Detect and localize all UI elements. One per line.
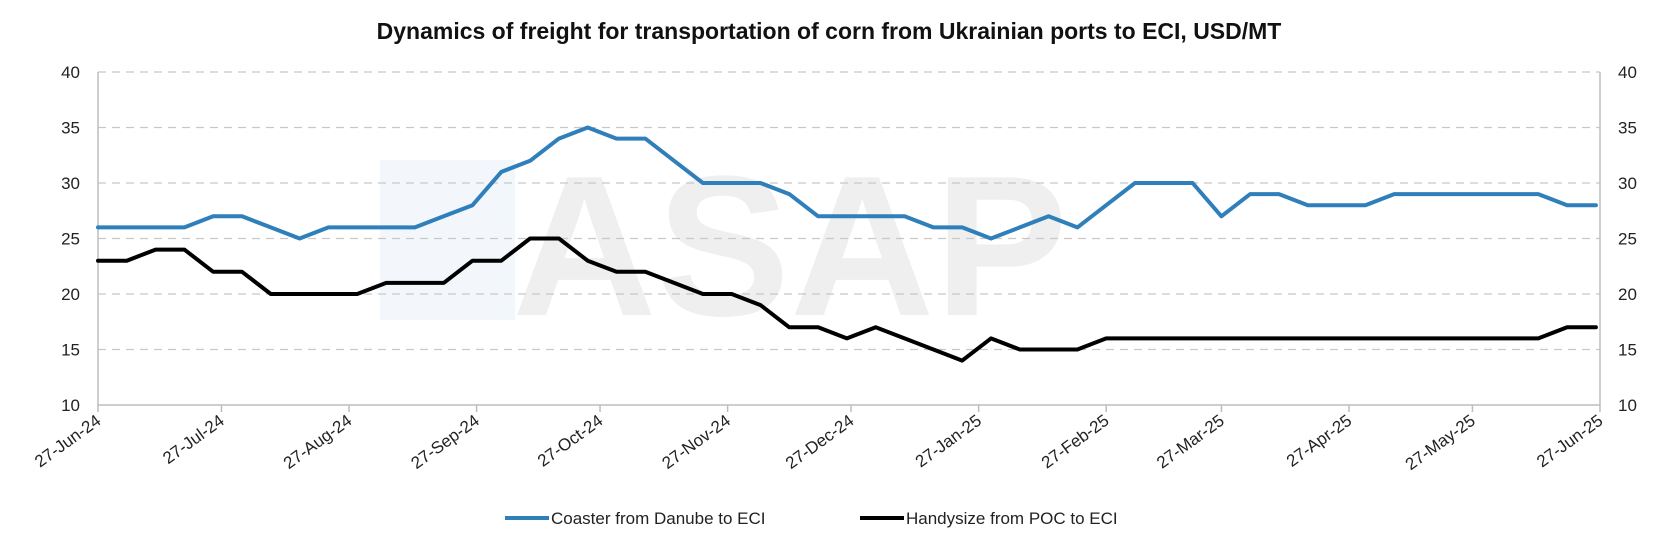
x-tick-label: 27-Dec-24 <box>782 411 857 473</box>
y2-tick-label: 20 <box>1618 285 1637 304</box>
x-tick-label: 27-Aug-24 <box>280 411 355 473</box>
y2-tick-label: 15 <box>1618 341 1637 360</box>
y2-tick-label: 25 <box>1618 230 1637 249</box>
y2-tick-label: 40 <box>1618 63 1637 82</box>
x-tick-label: 27-Nov-24 <box>659 411 734 473</box>
x-tick-label: 27-Mar-25 <box>1153 411 1228 472</box>
y2-tick-label: 30 <box>1618 174 1637 193</box>
x-tick-label: 27-Apr-25 <box>1283 411 1355 471</box>
y-tick-label: 15 <box>61 341 80 360</box>
y2-tick-label: 35 <box>1618 119 1637 138</box>
legend-label: Coaster from Danube to ECI <box>551 509 765 528</box>
y2-tick-label: 10 <box>1618 396 1637 415</box>
grid <box>98 71 1600 351</box>
x-tick-label: 27-Jun-25 <box>1533 411 1606 471</box>
y-tick-label: 40 <box>61 63 80 82</box>
chart-title: Dynamics of freight for transportation o… <box>377 18 1282 44</box>
x-tick-label: 27-May-25 <box>1402 411 1479 474</box>
x-tick-label: 27-Jun-24 <box>31 411 104 471</box>
x-tick-label: 27-Feb-25 <box>1038 411 1113 472</box>
legend: Coaster from Danube to ECI Handysize from… <box>505 509 1118 528</box>
legend-label: Handysize from POC to ECI <box>906 509 1118 528</box>
watermark-mark <box>380 160 515 320</box>
x-tick-label: 27-Sep-24 <box>408 411 483 473</box>
x-tick-label: 27-Jul-24 <box>159 411 228 468</box>
watermark-logo: ASAP <box>380 135 1068 358</box>
y-tick-label: 25 <box>61 230 80 249</box>
series-line-2 <box>96 236 1598 363</box>
y-tick-label: 30 <box>61 174 80 193</box>
y-tick-label: 10 <box>61 396 80 415</box>
series-layer <box>96 125 1598 363</box>
x-tick-label: 27-Jan-25 <box>912 411 985 471</box>
watermark-text: ASAP <box>512 135 1068 358</box>
x-tick-label: 27-Oct-24 <box>534 411 606 471</box>
series-line-1 <box>96 125 1598 241</box>
y-tick-label: 35 <box>61 119 80 138</box>
y-tick-label: 20 <box>61 285 80 304</box>
